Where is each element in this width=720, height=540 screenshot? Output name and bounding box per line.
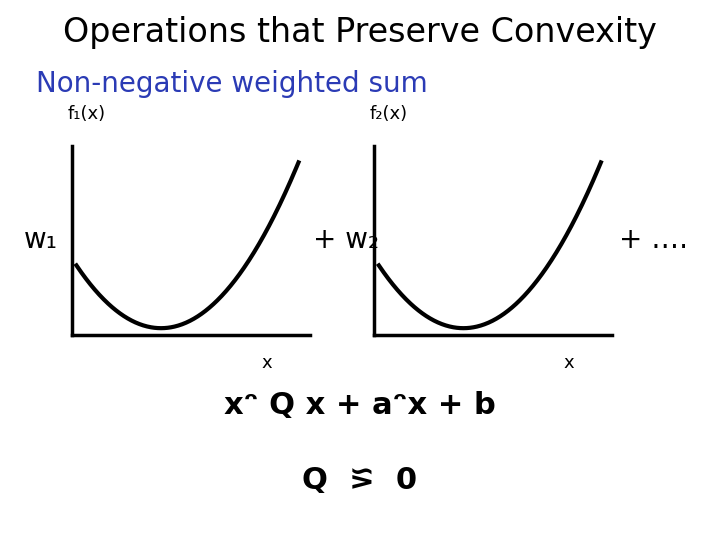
Text: + w₂: + w₂ [313,226,379,254]
Text: Non-negative weighted sum: Non-negative weighted sum [36,70,428,98]
Text: f₂(x): f₂(x) [369,105,408,123]
Text: w₁: w₁ [24,226,58,254]
Text: Q  ⪞  0: Q ⪞ 0 [302,466,418,495]
Text: x: x [261,354,272,372]
Text: Operations that Preserve Convexity: Operations that Preserve Convexity [63,16,657,49]
Text: f₁(x): f₁(x) [67,105,105,123]
Text: + ….: + …. [619,226,688,254]
Text: xᵔ Q x + aᵔx + b: xᵔ Q x + aᵔx + b [224,390,496,420]
Text: x: x [564,354,575,372]
